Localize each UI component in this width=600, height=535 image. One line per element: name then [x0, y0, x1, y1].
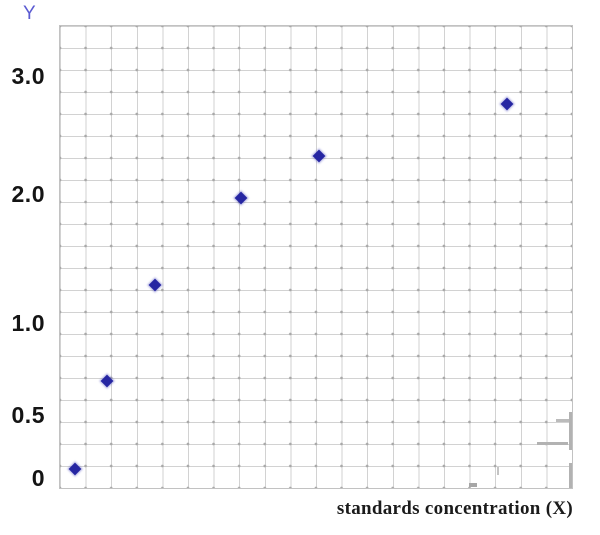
x-axis-title: standards concentration (X) [336, 498, 573, 519]
y-axis-title: Y [23, 3, 36, 24]
y-tick-label: 0 [31, 464, 45, 491]
y-tick-label: 2.0 [11, 181, 45, 208]
y-tick-label: 1.0 [11, 309, 45, 336]
smudge-artifact [556, 419, 572, 422]
y-tick-label: 3.0 [11, 62, 45, 89]
smudge-artifact [569, 412, 572, 450]
y-tick-label: 0.5 [11, 401, 45, 428]
smudge-artifact [497, 467, 499, 475]
plot-area [59, 25, 573, 489]
smudge-artifact [569, 463, 572, 488]
smudge-artifact [469, 483, 477, 487]
smudge-artifact [537, 442, 568, 445]
